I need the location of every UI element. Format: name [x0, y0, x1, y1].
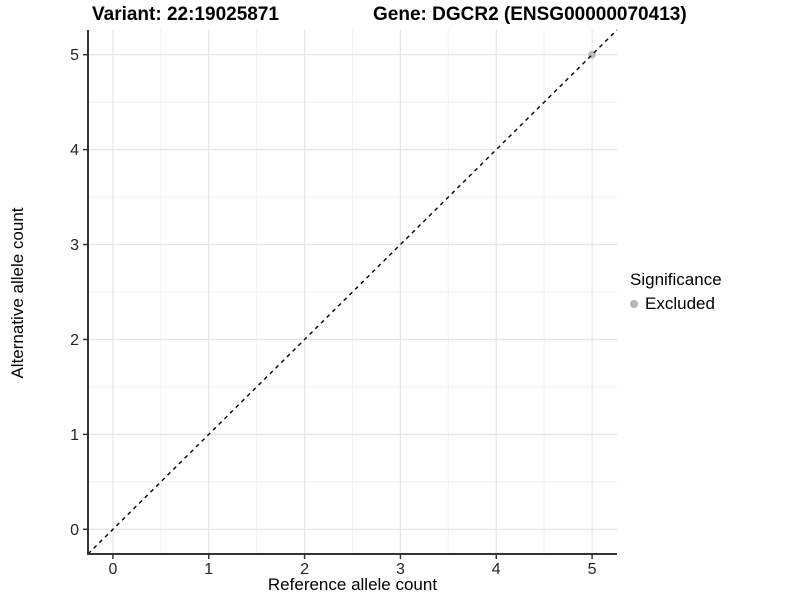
x-tick-label: 1: [204, 561, 213, 578]
x-tick-label: 2: [300, 561, 309, 578]
y-tick-label: 5: [70, 47, 79, 64]
x-tick-label: 3: [396, 561, 405, 578]
y-tick-label: 3: [70, 237, 79, 254]
y-tick-label: 1: [70, 427, 79, 444]
legend-item-label: Excluded: [645, 294, 715, 313]
x-axis-label: Reference allele count: [267, 575, 438, 594]
x-tick-label: 4: [492, 561, 501, 578]
x-tick-label: 5: [588, 561, 597, 578]
y-tick-label: 2: [70, 332, 79, 349]
y-tick-label: 0: [70, 522, 79, 539]
plot-title-gene: Gene: DGCR2 (ENSG00000070413): [373, 4, 687, 25]
x-tick-label: 0: [108, 561, 117, 578]
y-tick-label: 4: [70, 142, 79, 159]
legend-point-icon: [630, 300, 638, 308]
legend-item-excluded: Excluded: [630, 294, 722, 314]
y-axis-label: Alternative allele count: [8, 207, 27, 379]
legend-title: Significance: [630, 270, 722, 289]
plot-title-variant: Variant: 22:19025871: [92, 4, 279, 25]
legend: Significance Excluded: [630, 270, 722, 314]
